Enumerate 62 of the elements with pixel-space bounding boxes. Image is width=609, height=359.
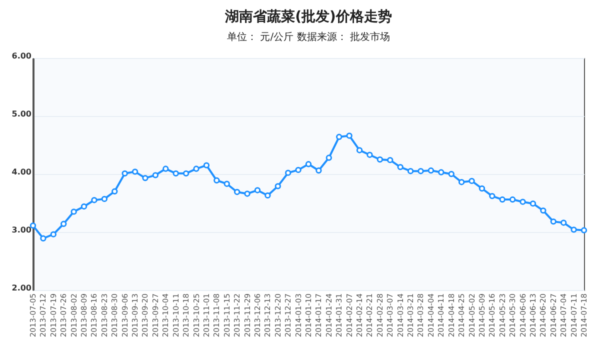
point (91, 197, 98, 204)
y-tick-label: 3.00 (12, 226, 32, 234)
chart-subtitle: 单位： 元/公斤 数据来源： 批发市场 (227, 31, 390, 43)
point (40, 235, 46, 242)
point (295, 166, 302, 174)
point (499, 196, 506, 203)
point (468, 178, 475, 184)
point (520, 198, 526, 205)
point (70, 208, 77, 215)
point (182, 170, 190, 177)
point (336, 134, 342, 140)
point (346, 132, 352, 139)
point (407, 168, 414, 174)
point (570, 226, 577, 233)
point (172, 170, 179, 177)
point (101, 196, 108, 202)
point (254, 187, 261, 194)
point (560, 220, 567, 226)
point (50, 231, 56, 238)
point (60, 220, 67, 227)
point (234, 188, 240, 196)
point (387, 156, 394, 164)
point (152, 172, 159, 178)
point (489, 192, 496, 200)
y-tick-label: 6.00 (12, 52, 32, 60)
point (132, 168, 138, 175)
y-tick-label: 5.00 (12, 110, 32, 118)
point (550, 218, 556, 225)
point (193, 166, 200, 172)
point (214, 177, 220, 184)
point (80, 203, 88, 210)
point (397, 164, 404, 170)
point (428, 167, 434, 174)
y-tick-label: 2.00 (12, 284, 32, 292)
y-tick-label: 4.00 (12, 168, 32, 176)
point (274, 183, 281, 190)
point (224, 180, 230, 187)
point (438, 169, 444, 176)
point (356, 147, 363, 154)
point (458, 179, 465, 186)
point (112, 188, 118, 194)
point (530, 200, 536, 207)
point (509, 196, 516, 203)
point (366, 152, 373, 158)
point (316, 167, 322, 174)
point (264, 192, 271, 199)
point (580, 227, 588, 234)
point (305, 161, 312, 168)
point (285, 170, 292, 176)
point (122, 170, 128, 177)
point (30, 222, 36, 229)
point (162, 166, 169, 172)
point (478, 185, 486, 192)
point (203, 162, 210, 168)
point (326, 154, 332, 161)
point (540, 207, 546, 214)
point (418, 168, 424, 174)
point (142, 174, 148, 182)
point (244, 190, 250, 197)
chart-title: 湖南省蔬菜(批发)价格走势 (224, 9, 392, 25)
point (448, 170, 454, 178)
point (376, 156, 384, 163)
